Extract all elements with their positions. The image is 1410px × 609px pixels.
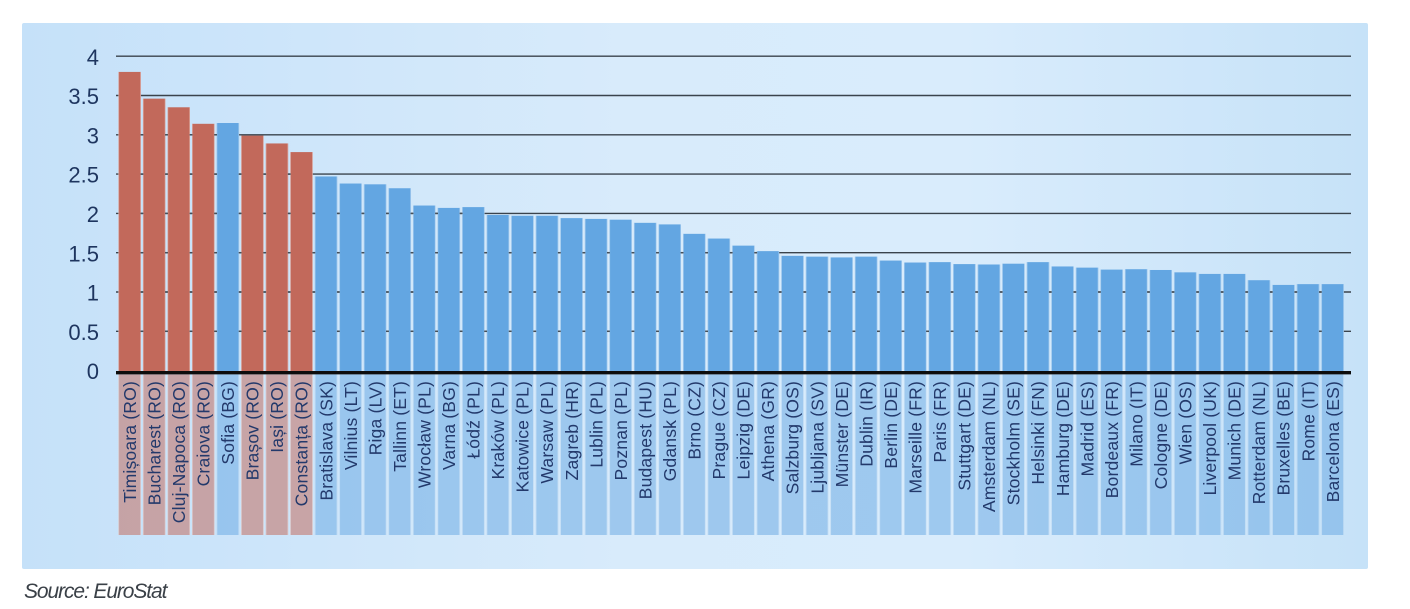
svg-text:Bratislava (SK): Bratislava (SK)	[316, 381, 336, 501]
svg-text:1.5: 1.5	[68, 241, 99, 266]
svg-text:Stuttgart (DE): Stuttgart (DE)	[955, 381, 975, 491]
svg-text:Ljubljana (SV): Ljubljana (SV)	[807, 381, 827, 494]
svg-text:2.5: 2.5	[68, 163, 99, 188]
svg-text:Berlin (DE): Berlin (DE)	[881, 381, 901, 469]
svg-text:Varna (BG): Varna (BG)	[439, 381, 459, 470]
svg-text:3: 3	[87, 123, 99, 148]
svg-text:1: 1	[87, 281, 99, 306]
svg-text:Iași (RO): Iași (RO)	[267, 381, 287, 453]
svg-text:0: 0	[87, 359, 99, 384]
svg-text:Sofia (BG): Sofia (BG)	[218, 381, 238, 465]
svg-text:Prague (CZ): Prague (CZ)	[709, 381, 729, 479]
svg-text:4: 4	[87, 45, 99, 70]
svg-text:Constanța (RO): Constanța (RO)	[292, 381, 312, 506]
svg-text:Katowice (PL): Katowice (PL)	[513, 381, 533, 492]
svg-text:Bucharest (RO): Bucharest (RO)	[144, 381, 164, 505]
svg-text:Łódź (PL): Łódź (PL)	[464, 381, 484, 459]
svg-text:Cologne (DE): Cologne (DE)	[1151, 381, 1171, 489]
svg-text:Source: EuroStat: Source: EuroStat	[24, 580, 169, 603]
svg-text:2: 2	[87, 202, 99, 227]
svg-text:Lublin (PL): Lublin (PL)	[586, 381, 606, 468]
svg-text:Brno (CZ): Brno (CZ)	[685, 381, 705, 460]
svg-text:0.5: 0.5	[68, 320, 99, 345]
svg-text:Stockholm (SE): Stockholm (SE)	[1004, 381, 1024, 505]
svg-text:Marseille (FR): Marseille (FR)	[905, 381, 925, 494]
svg-text:Rotterdam (NL): Rotterdam (NL)	[1249, 381, 1269, 504]
svg-text:Zagreb (HR): Zagreb (HR)	[562, 381, 582, 480]
svg-text:3.5: 3.5	[68, 84, 99, 109]
svg-text:Amsterdam (NL): Amsterdam (NL)	[979, 381, 999, 512]
svg-text:Rome (IT): Rome (IT)	[1298, 381, 1318, 462]
svg-text:Riga (LV): Riga (LV)	[365, 381, 385, 455]
svg-text:Craiova (RO): Craiova (RO)	[194, 381, 214, 486]
svg-text:Vilnius (LT): Vilnius (LT)	[341, 381, 361, 470]
svg-text:Warsaw (PL): Warsaw (PL)	[537, 381, 557, 484]
svg-text:Budapest (HU): Budapest (HU)	[635, 381, 655, 499]
svg-text:Dublin (IR): Dublin (IR)	[856, 381, 876, 467]
svg-text:Brașov (RO): Brașov (RO)	[243, 381, 263, 480]
svg-text:Madrid (ES): Madrid (ES)	[1077, 381, 1097, 477]
svg-text:Barcelona (ES): Barcelona (ES)	[1323, 381, 1343, 502]
svg-text:Munich (DE): Munich (DE)	[1225, 381, 1245, 480]
svg-text:Helsinki (FN): Helsinki (FN)	[1028, 381, 1048, 485]
svg-text:Wien (OS): Wien (OS)	[1176, 381, 1196, 464]
svg-text:Tallinn (ET): Tallinn (ET)	[390, 381, 410, 472]
svg-text:Athena (GR): Athena (GR)	[758, 381, 778, 481]
svg-text:Milano (IT): Milano (IT)	[1126, 381, 1146, 467]
svg-text:Cluj-Napoca (RO): Cluj-Napoca (RO)	[169, 381, 189, 523]
svg-text:Leipzig (DE): Leipzig (DE)	[734, 381, 754, 480]
svg-text:Paris (FR): Paris (FR)	[930, 381, 950, 463]
svg-text:Timișoara (RO): Timișoara (RO)	[120, 381, 140, 503]
svg-text:Bordeaux (FR): Bordeaux (FR)	[1102, 381, 1122, 498]
svg-text:Gdansk (PL): Gdansk (PL)	[660, 381, 680, 481]
svg-text:Hamburg (DE): Hamburg (DE)	[1053, 381, 1073, 496]
svg-text:Kraków (PL): Kraków (PL)	[488, 381, 508, 479]
svg-text:Salzburg (OS): Salzburg (OS)	[783, 381, 803, 494]
svg-text:Liverpool (UK): Liverpool (UK)	[1200, 381, 1220, 496]
svg-text:Wrocław (PL): Wrocław (PL)	[414, 381, 434, 488]
svg-text:Münster (DE): Münster (DE)	[832, 381, 852, 487]
svg-text:Bruxelles (BE): Bruxelles (BE)	[1274, 381, 1294, 496]
svg-text:Poznan (PL): Poznan (PL)	[611, 381, 631, 480]
